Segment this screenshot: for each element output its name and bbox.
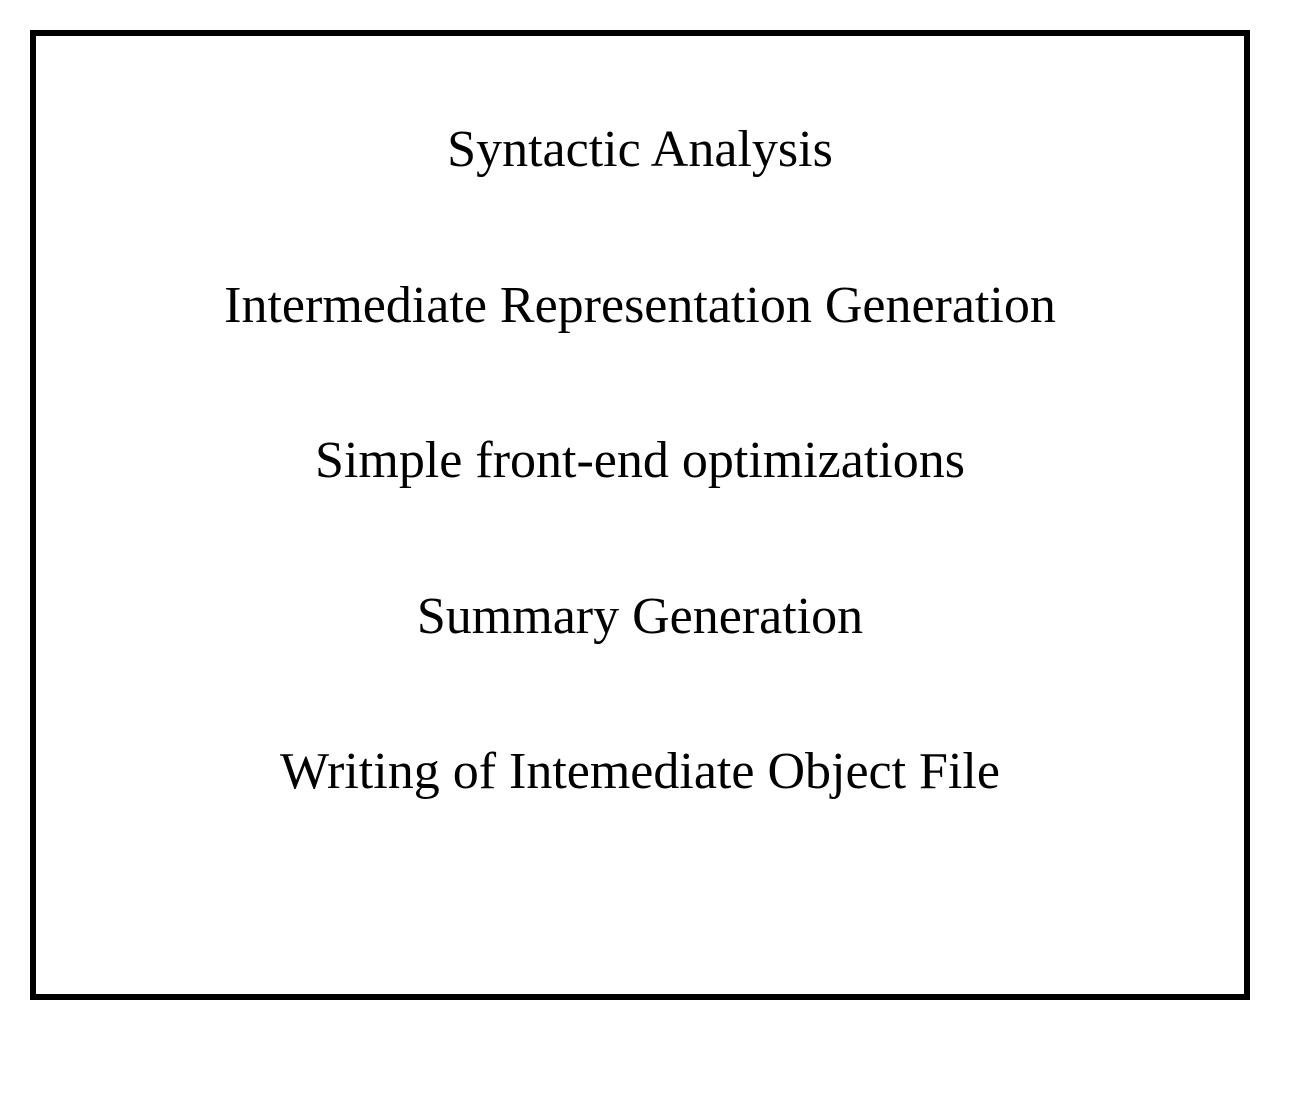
compiler-phases-box: Syntactic Analysis Intermediate Represen…: [30, 30, 1250, 1000]
step-ir-generation: Intermediate Representation Generation: [224, 272, 1056, 340]
step-summary-generation: Summary Generation: [417, 583, 863, 651]
step-frontend-optimizations: Simple front-end optimizations: [315, 427, 965, 495]
step-syntactic-analysis: Syntactic Analysis: [447, 116, 833, 184]
step-write-object-file: Writing of Intemediate Object File: [280, 738, 1000, 806]
